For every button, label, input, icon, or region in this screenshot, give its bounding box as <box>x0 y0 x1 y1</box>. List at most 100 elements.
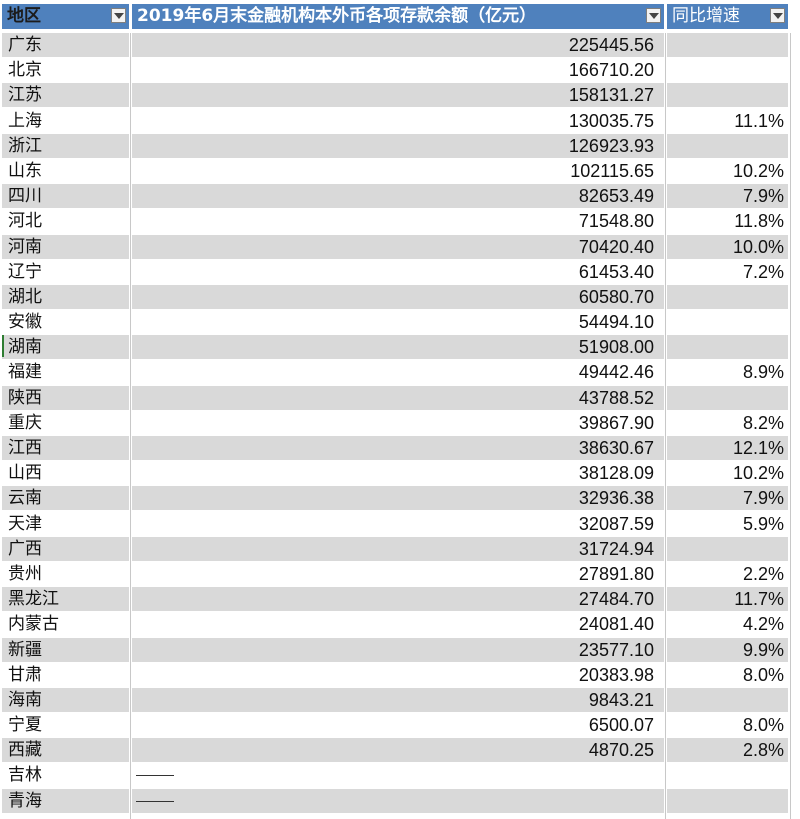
growth-cell[interactable]: 10.0% <box>667 234 788 259</box>
balance-cell[interactable]: 51908.00 <box>132 335 664 360</box>
region-cell[interactable]: 青海 <box>2 788 129 813</box>
region-cell[interactable]: 江苏 <box>2 83 129 108</box>
balance-cell[interactable]: 23577.10 <box>132 637 664 662</box>
growth-cell[interactable] <box>667 536 788 561</box>
growth-cell[interactable] <box>667 133 788 158</box>
growth-cell[interactable]: 11.7% <box>667 587 788 612</box>
balance-cell[interactable]: 39867.90 <box>132 410 664 435</box>
balance-cell[interactable]: 102115.65 <box>132 158 664 183</box>
region-cell[interactable]: 山东 <box>2 158 129 183</box>
region-cell[interactable]: 上海 <box>2 108 129 133</box>
balance-cell[interactable]: 54494.10 <box>132 310 664 335</box>
growth-cell[interactable] <box>667 310 788 335</box>
balance-cell[interactable]: 71548.80 <box>132 209 664 234</box>
growth-cell[interactable]: 11.1% <box>667 108 788 133</box>
growth-cell[interactable]: 5.9% <box>667 511 788 536</box>
region-cell[interactable]: 北京 <box>2 58 129 83</box>
balance-cell[interactable]: 27891.80 <box>132 561 664 586</box>
balance-cell[interactable]: 31724.94 <box>132 536 664 561</box>
region-cell[interactable]: 湖北 <box>2 284 129 309</box>
growth-cell[interactable]: 11.8% <box>667 209 788 234</box>
balance-cell[interactable]: 126923.93 <box>132 133 664 158</box>
filter-dropdown-icon[interactable] <box>646 8 661 23</box>
growth-cell[interactable] <box>667 385 788 410</box>
balance-cell[interactable]: 158131.27 <box>132 83 664 108</box>
region-cell[interactable]: 海南 <box>2 687 129 712</box>
growth-cell[interactable] <box>667 335 788 360</box>
region-cell[interactable]: 河北 <box>2 209 129 234</box>
region-cell[interactable]: 福建 <box>2 360 129 385</box>
balance-cell[interactable] <box>132 788 664 813</box>
region-cell[interactable]: 宁夏 <box>2 713 129 738</box>
growth-cell[interactable] <box>667 788 788 813</box>
table-row: 广东 225445.56 <box>0 33 800 58</box>
balance-cell[interactable]: 27484.70 <box>132 587 664 612</box>
region-cell[interactable]: 陕西 <box>2 385 129 410</box>
growth-cell[interactable] <box>667 284 788 309</box>
growth-cell[interactable]: 7.9% <box>667 486 788 511</box>
growth-cell[interactable]: 2.2% <box>667 561 788 586</box>
balance-cell[interactable]: 6500.07 <box>132 713 664 738</box>
balance-cell[interactable]: 82653.49 <box>132 184 664 209</box>
balance-cell[interactable]: 20383.98 <box>132 662 664 687</box>
region-cell[interactable]: 重庆 <box>2 410 129 435</box>
region-cell[interactable]: 河南 <box>2 234 129 259</box>
growth-cell[interactable] <box>667 687 788 712</box>
region-cell[interactable]: 天津 <box>2 511 129 536</box>
region-cell[interactable]: 黑龙江 <box>2 587 129 612</box>
growth-cell[interactable]: 8.0% <box>667 662 788 687</box>
region-cell[interactable]: 内蒙古 <box>2 612 129 637</box>
growth-cell[interactable]: 10.2% <box>667 461 788 486</box>
header-region[interactable]: 地区 <box>2 4 129 29</box>
region-cell[interactable]: 辽宁 <box>2 259 129 284</box>
region-cell[interactable]: 贵州 <box>2 561 129 586</box>
balance-cell[interactable]: 32936.38 <box>132 486 664 511</box>
balance-cell[interactable] <box>132 763 664 788</box>
balance-cell[interactable]: 9843.21 <box>132 687 664 712</box>
region-cell[interactable]: 浙江 <box>2 133 129 158</box>
balance-cell[interactable]: 24081.40 <box>132 612 664 637</box>
region-cell[interactable]: 云南 <box>2 486 129 511</box>
balance-cell[interactable]: 38630.67 <box>132 436 664 460</box>
region-cell[interactable]: 新疆 <box>2 637 129 662</box>
region-cell[interactable]: 吉林 <box>2 763 129 788</box>
region-cell[interactable]: 甘肃 <box>2 662 129 687</box>
balance-cell[interactable]: 38128.09 <box>132 461 664 486</box>
balance-cell[interactable]: 225445.56 <box>132 33 664 57</box>
growth-cell[interactable] <box>667 33 788 57</box>
region-cell[interactable]: 江西 <box>2 436 129 460</box>
region-cell[interactable]: 广东 <box>2 33 129 57</box>
growth-cell[interactable]: 8.9% <box>667 360 788 385</box>
growth-cell[interactable]: 8.2% <box>667 410 788 435</box>
balance-cell[interactable]: 4870.25 <box>132 738 664 763</box>
balance-cell[interactable]: 130035.75 <box>132 108 664 133</box>
growth-cell[interactable]: 12.1% <box>667 436 788 460</box>
region-cell[interactable]: 四川 <box>2 184 129 209</box>
region-cell[interactable]: 山西 <box>2 461 129 486</box>
balance-cell[interactable]: 43788.52 <box>132 385 664 410</box>
growth-cell[interactable]: 7.9% <box>667 184 788 209</box>
region-cell[interactable]: 湖南 <box>2 335 129 360</box>
balance-cell[interactable]: 60580.70 <box>132 284 664 309</box>
growth-cell[interactable]: 4.2% <box>667 612 788 637</box>
balance-cell[interactable]: 32087.59 <box>132 511 664 536</box>
growth-cell[interactable]: 2.8% <box>667 738 788 763</box>
growth-cell[interactable] <box>667 83 788 108</box>
filter-dropdown-icon[interactable] <box>770 8 785 23</box>
filter-dropdown-icon[interactable] <box>111 8 126 23</box>
region-cell[interactable]: 广西 <box>2 536 129 561</box>
region-cell[interactable]: 西藏 <box>2 738 129 763</box>
balance-cell[interactable]: 61453.40 <box>132 259 664 284</box>
growth-cell[interactable]: 8.0% <box>667 713 788 738</box>
growth-cell[interactable]: 10.2% <box>667 158 788 183</box>
balance-cell[interactable]: 70420.40 <box>132 234 664 259</box>
growth-cell[interactable] <box>667 58 788 83</box>
growth-cell[interactable] <box>667 763 788 788</box>
header-growth[interactable]: 同比增速 <box>667 4 788 29</box>
growth-cell[interactable]: 7.2% <box>667 259 788 284</box>
balance-cell[interactable]: 166710.20 <box>132 58 664 83</box>
header-balance[interactable]: 2019年6月末金融机构本外币各项存款余额（亿元） <box>132 4 664 29</box>
balance-cell[interactable]: 49442.46 <box>132 360 664 385</box>
growth-cell[interactable]: 9.9% <box>667 637 788 662</box>
region-cell[interactable]: 安徽 <box>2 310 129 335</box>
